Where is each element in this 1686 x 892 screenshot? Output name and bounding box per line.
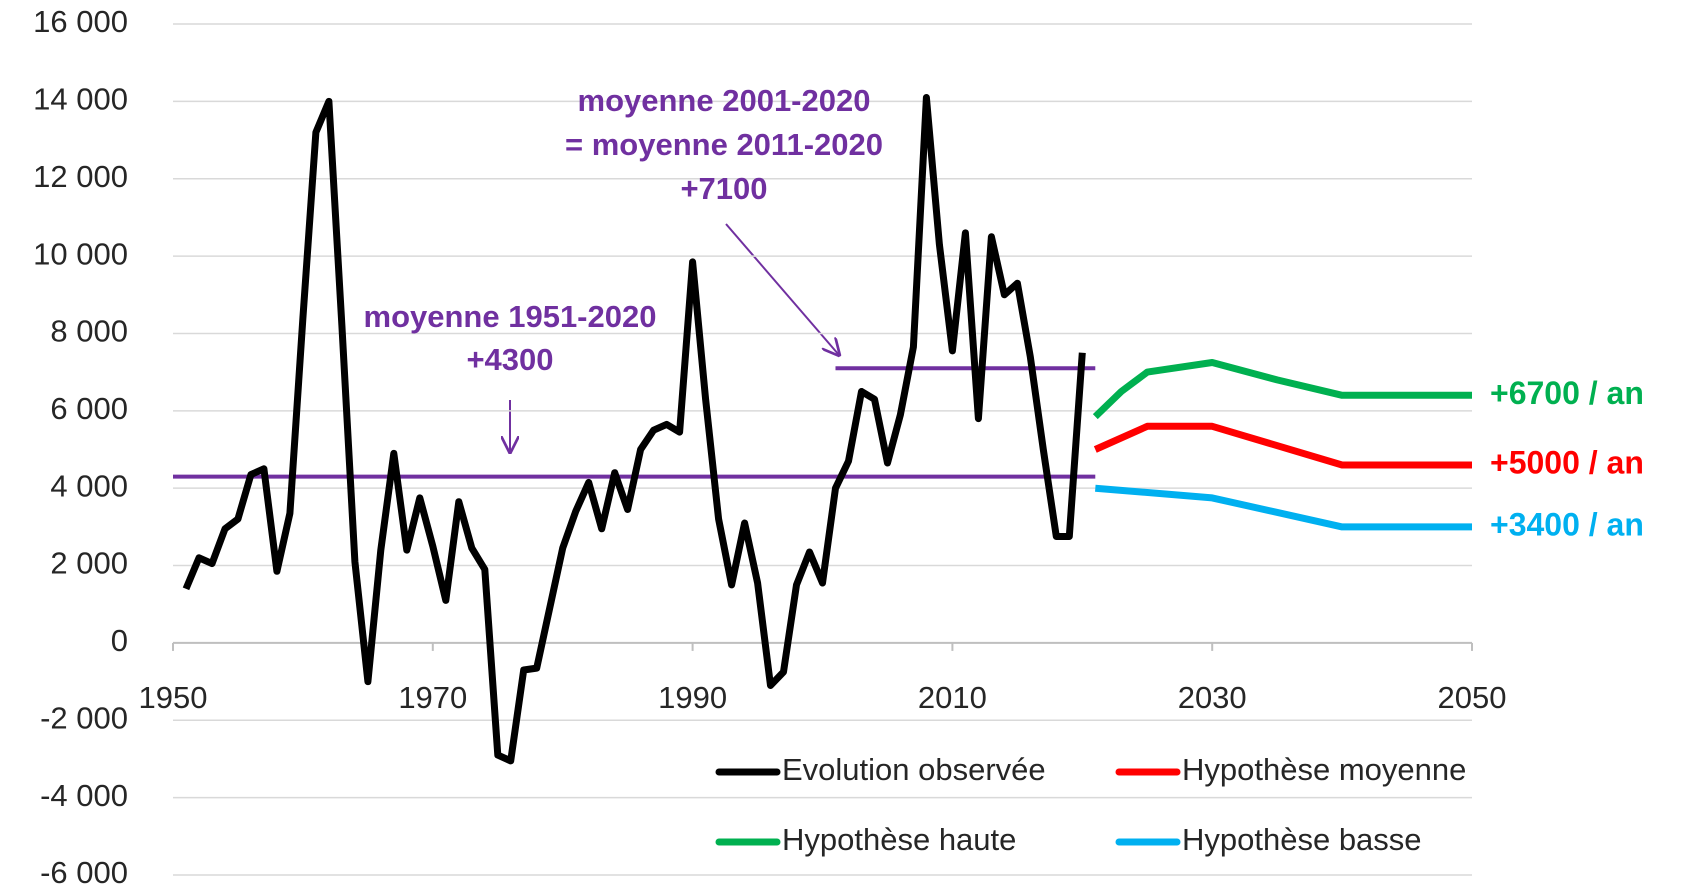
end-label: +5000 / an: [1490, 444, 1644, 480]
y-tick-label: 2 000: [50, 546, 128, 581]
y-tick-label: -2 000: [40, 700, 128, 735]
y-tick-label: 10 000: [33, 236, 128, 271]
y-tick-label: 6 000: [50, 391, 128, 426]
y-tick-label: 0: [111, 623, 128, 658]
x-tick-label: 1970: [398, 680, 467, 715]
legend-label: Hypothèse haute: [782, 822, 1016, 857]
series-line: [1095, 484, 1472, 531]
x-tick-label: 1950: [139, 680, 208, 715]
x-tick-label: 2010: [918, 680, 987, 715]
y-tick-label: -4 000: [40, 778, 128, 813]
series-line: [182, 94, 1086, 765]
annotation: = moyenne 2011-2020: [565, 127, 883, 162]
y-tick-label: 12 000: [33, 159, 128, 194]
annotation: +7100: [680, 171, 767, 206]
y-tick-label: 14 000: [33, 82, 128, 117]
y-tick-label: 8 000: [50, 314, 128, 349]
y-tick-label: -6 000: [40, 855, 128, 890]
legend-label: Hypothèse moyenne: [1182, 752, 1466, 787]
series-line: [1093, 422, 1472, 469]
y-tick-label: 16 000: [33, 4, 128, 39]
annotation: moyenne 2001-2020: [578, 83, 871, 118]
arrow: [725, 223, 839, 355]
end-label: +6700 / an: [1490, 375, 1644, 411]
legend-label: Evolution observée: [782, 752, 1046, 787]
y-tick-label: 4 000: [50, 468, 128, 503]
end-label: +3400 / an: [1490, 506, 1644, 542]
x-tick-label: 2050: [1438, 680, 1507, 715]
x-tick-label: 2030: [1178, 680, 1247, 715]
annotation: moyenne 1951-2020: [364, 299, 657, 334]
series-line: [1092, 359, 1472, 420]
x-tick-label: 1990: [658, 680, 727, 715]
annotation: +4300: [466, 342, 553, 377]
legend-label: Hypothèse basse: [1182, 822, 1422, 857]
